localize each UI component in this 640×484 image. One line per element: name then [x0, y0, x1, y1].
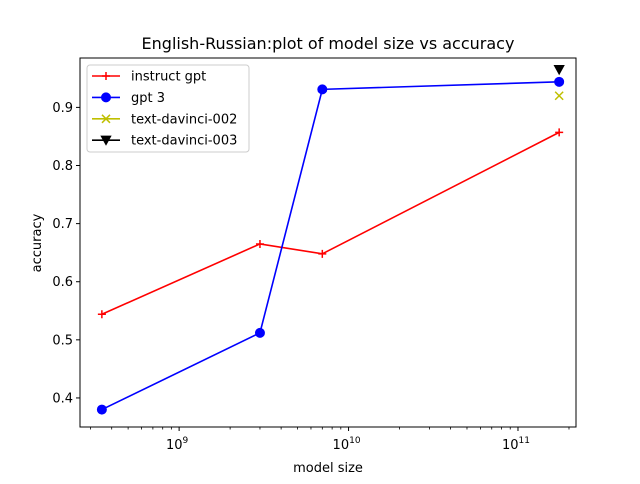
y-axis-label: accuracy [30, 213, 45, 272]
chart-title: English-Russian:plot of model size vs ac… [142, 34, 515, 53]
data-point-1-2 [317, 84, 328, 95]
y-tick-label-1: 0.5 [52, 333, 73, 348]
legend-marker-1 [101, 92, 111, 103]
legend-label-3: text-davinci-003 [131, 134, 237, 149]
data-point-0-3 [555, 128, 564, 137]
data-point-0-2 [318, 249, 327, 258]
data-point-3-0 [553, 65, 565, 76]
data-point-0-0 [97, 310, 106, 319]
data-point-0-1 [255, 239, 264, 248]
legend-marker-3 [100, 135, 112, 146]
data-point-1-3 [554, 76, 565, 87]
x-axis-label: model size [293, 461, 363, 476]
y-tick-label-5: 0.9 [52, 101, 73, 116]
y-tick-label-3: 0.7 [52, 217, 73, 232]
legend-label-1: gpt 3 [131, 91, 165, 106]
x-tick-label-0: 109 [166, 436, 189, 453]
axes-frame [79, 57, 577, 428]
legend: instruct gpt gpt 3 text-davinci-002 text-da… [86, 64, 250, 153]
data-point-1-0 [96, 404, 107, 415]
data-point-2-0 [554, 91, 564, 101]
legend-label-2: text-davinci-002 [131, 112, 237, 127]
series-line-0 [101, 131, 560, 315]
data-point-1-1 [254, 327, 265, 338]
y-tick-label-2: 0.6 [52, 275, 73, 290]
y-tick-label-0: 0.4 [52, 391, 73, 406]
legend-label-0: instruct gpt [131, 70, 206, 85]
legend-marker-2 [101, 114, 111, 124]
legend-box [86, 64, 250, 153]
plot-area: 0.4 0.5 0.6 0.7 0.8 0.9 109 1010 1011 instruct gp… [52, 57, 577, 453]
legend-marker-0 [102, 72, 110, 80]
x-tick-label-2: 1011 [502, 436, 530, 453]
x-tick-label-1: 1010 [333, 436, 361, 453]
y-tick-label-4: 0.8 [52, 159, 73, 174]
series-line-1 [101, 81, 560, 411]
